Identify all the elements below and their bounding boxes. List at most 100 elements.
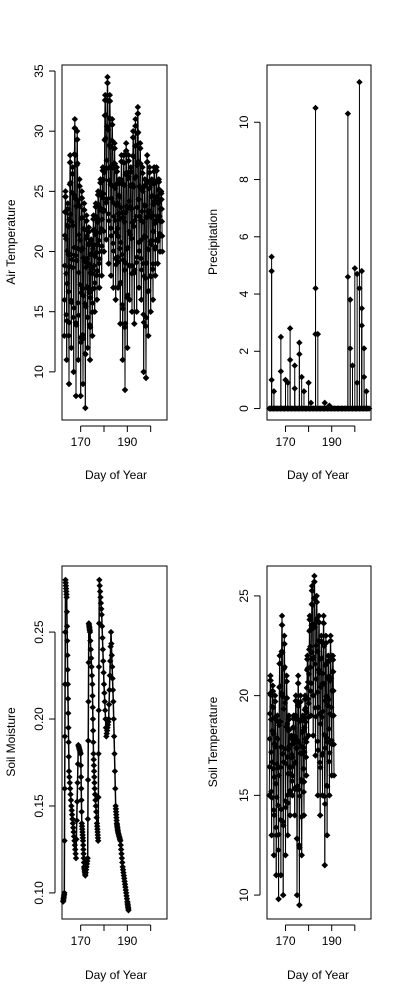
data-point bbox=[266, 792, 273, 799]
data-point bbox=[130, 223, 138, 230]
data-point bbox=[307, 664, 314, 671]
data-point bbox=[120, 214, 127, 221]
data-point bbox=[100, 207, 108, 214]
data-point bbox=[106, 91, 114, 99]
data-point bbox=[290, 724, 298, 732]
data-point bbox=[111, 767, 119, 775]
spike-point bbox=[353, 379, 361, 386]
data-point bbox=[77, 392, 84, 400]
data-point bbox=[315, 619, 323, 626]
data-point bbox=[322, 632, 330, 640]
data-point bbox=[114, 200, 121, 207]
data-point bbox=[94, 837, 102, 844]
y-tick-label: 10 bbox=[32, 365, 46, 379]
data-point bbox=[296, 792, 303, 800]
data-point bbox=[153, 167, 160, 174]
data-point bbox=[71, 115, 79, 123]
data-point bbox=[96, 582, 103, 589]
data-point bbox=[83, 217, 90, 224]
data-point bbox=[111, 145, 118, 152]
data-point bbox=[119, 356, 126, 364]
x-tick-label: 190 bbox=[322, 934, 342, 948]
data-point bbox=[320, 642, 328, 650]
data-point bbox=[272, 698, 279, 705]
data-point bbox=[327, 637, 334, 645]
data-point bbox=[134, 110, 142, 117]
spike-point bbox=[349, 362, 356, 369]
data-point bbox=[104, 721, 112, 729]
data-point bbox=[274, 802, 282, 809]
data-point bbox=[85, 698, 92, 705]
spike-point bbox=[356, 78, 363, 86]
data-point bbox=[133, 308, 140, 315]
data-point bbox=[70, 304, 78, 312]
x-axis-label: Day of Year bbox=[85, 468, 147, 482]
spike-point bbox=[296, 339, 303, 346]
data-point bbox=[277, 871, 285, 879]
data-point bbox=[279, 621, 286, 629]
data-point bbox=[138, 296, 145, 303]
data-point bbox=[104, 724, 111, 731]
data-point bbox=[75, 269, 82, 276]
data-point bbox=[64, 695, 72, 702]
data-point bbox=[292, 692, 300, 699]
data-point bbox=[81, 300, 89, 307]
data-point bbox=[72, 392, 80, 400]
data-point bbox=[75, 231, 83, 239]
data-point bbox=[316, 669, 323, 677]
data-point bbox=[277, 718, 284, 725]
data-point bbox=[326, 677, 334, 685]
spike-point bbox=[277, 368, 285, 375]
data-point bbox=[153, 164, 160, 171]
data-point bbox=[73, 127, 81, 135]
data-point bbox=[314, 648, 321, 655]
data-point bbox=[273, 871, 280, 879]
data-point bbox=[121, 266, 128, 274]
data-point bbox=[149, 237, 156, 244]
data-points bbox=[266, 78, 373, 412]
data-point bbox=[61, 262, 68, 269]
data-point bbox=[87, 637, 94, 644]
data-point bbox=[156, 213, 163, 220]
data-point bbox=[67, 179, 74, 186]
data-point bbox=[271, 692, 279, 699]
y-tick-label: 0 bbox=[237, 405, 251, 412]
data-point bbox=[285, 716, 293, 723]
data-point bbox=[124, 344, 131, 351]
data-point bbox=[96, 284, 103, 291]
data-point bbox=[80, 850, 87, 857]
data-point bbox=[134, 162, 141, 169]
spike-point bbox=[268, 267, 275, 275]
y-tick-label: 0.10 bbox=[32, 881, 46, 905]
data-point bbox=[154, 237, 162, 245]
data-point bbox=[310, 732, 317, 739]
data-point bbox=[326, 792, 333, 799]
data-point bbox=[89, 692, 96, 700]
x-tick-label: 190 bbox=[117, 435, 137, 449]
data-point bbox=[91, 279, 99, 287]
data-point bbox=[67, 796, 75, 804]
data-point bbox=[77, 762, 85, 769]
data-point bbox=[325, 696, 333, 703]
spike-point bbox=[291, 362, 298, 369]
axis-ticks: 170 190 0 2 4 6 8 10 bbox=[237, 115, 356, 449]
data-point bbox=[319, 708, 327, 715]
data-point bbox=[146, 208, 154, 215]
data-point bbox=[135, 196, 142, 203]
data-point bbox=[100, 190, 107, 197]
data-point bbox=[300, 778, 308, 786]
data-point bbox=[100, 681, 108, 688]
spike-point bbox=[360, 373, 368, 381]
data-point bbox=[310, 654, 317, 661]
data-point bbox=[107, 628, 115, 636]
data-point bbox=[101, 689, 108, 697]
data-point bbox=[152, 243, 159, 251]
data-point bbox=[279, 750, 286, 758]
data-point bbox=[75, 356, 82, 364]
data-point bbox=[68, 811, 76, 818]
data-point bbox=[71, 841, 79, 849]
data-point bbox=[270, 730, 277, 738]
data-point bbox=[292, 712, 299, 719]
data-point bbox=[140, 319, 148, 326]
data-point bbox=[80, 200, 88, 207]
